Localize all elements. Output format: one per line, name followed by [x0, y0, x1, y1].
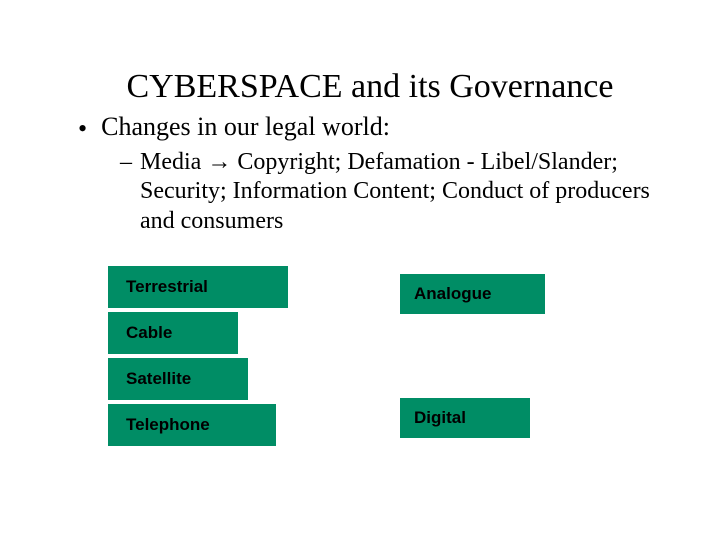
- box-satellite: Satellite: [108, 358, 248, 400]
- box-analogue-label: Analogue: [414, 284, 491, 304]
- bullet-2-text: Media → Copyright; Defamation - Libel/Sl…: [140, 148, 660, 236]
- bullet-1-text: Changes in our legal world:: [101, 112, 390, 142]
- box-analogue: Analogue: [400, 274, 545, 314]
- bullet-dash-icon: –: [120, 148, 132, 177]
- bullet-level-1: • Changes in our legal world:: [0, 106, 720, 142]
- page-title: CYBERSPACE and its Governance: [0, 0, 720, 106]
- box-telephone: Telephone: [108, 404, 276, 446]
- box-cable: Cable: [108, 312, 238, 354]
- box-cable-label: Cable: [126, 323, 172, 343]
- box-satellite-label: Satellite: [126, 369, 191, 389]
- box-terrestrial-label: Terrestrial: [126, 277, 208, 297]
- box-digital-label: Digital: [414, 408, 466, 428]
- bullet-level-2: – Media → Copyright; Defamation - Libel/…: [0, 142, 720, 236]
- box-digital: Digital: [400, 398, 530, 438]
- box-telephone-label: Telephone: [126, 415, 210, 435]
- box-terrestrial: Terrestrial: [108, 266, 288, 308]
- bullet-dot-icon: •: [78, 112, 87, 142]
